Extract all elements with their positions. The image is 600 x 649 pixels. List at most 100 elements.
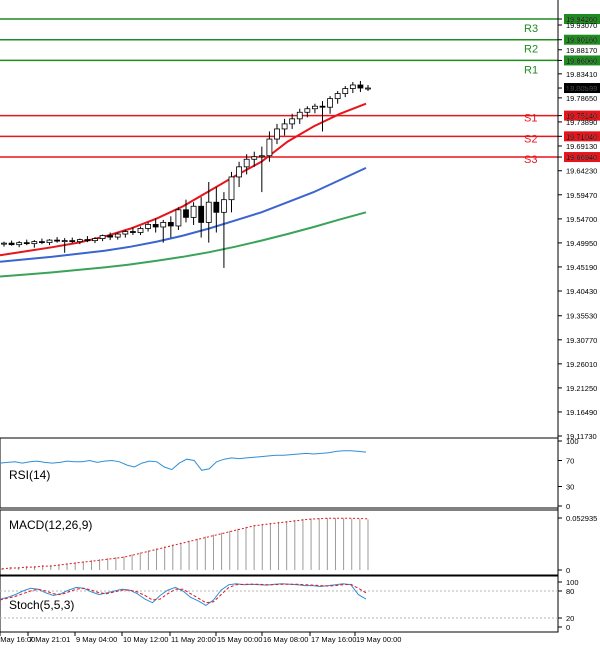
candle-body xyxy=(92,238,98,242)
candle-body xyxy=(221,199,227,213)
rsi-line xyxy=(0,450,367,471)
candle-body xyxy=(357,84,364,89)
time-tick-label: 16 May 08:00 xyxy=(263,635,308,644)
candle-body xyxy=(304,108,311,113)
macd-axis: 0.052935 0 xyxy=(558,514,597,575)
candle-body xyxy=(160,222,167,228)
price-tick-label: 19.30770 xyxy=(566,336,597,345)
time-tick-label: 9 May 04:00 xyxy=(76,635,117,644)
level-label-r1: R1 xyxy=(524,64,538,76)
price-tick-label: 19.11730 xyxy=(566,432,597,441)
stoch-label: Stoch(5,5,3) xyxy=(9,598,74,612)
candle-body xyxy=(251,156,258,160)
candle-body xyxy=(61,240,68,243)
level-label-r3: R3 xyxy=(524,23,538,35)
time-tick-label: 6 May 16:00 xyxy=(0,635,35,644)
level-value-box xyxy=(564,55,600,66)
candle-body xyxy=(334,93,341,100)
price-tick-label: 19.90160 xyxy=(566,36,597,45)
price-tick-label: 19.49950 xyxy=(566,239,597,248)
time-tick-label: 10 May 12:00 xyxy=(123,635,168,644)
candle-body xyxy=(99,235,106,239)
stoch-k-line xyxy=(0,583,367,606)
price-tick-label: 19.86060 xyxy=(566,56,597,65)
price-tick-label: 19.35530 xyxy=(566,312,597,321)
candle-body xyxy=(213,201,220,213)
price-tick-label: 19.16490 xyxy=(566,408,597,417)
candle-body xyxy=(39,241,45,244)
candle-body xyxy=(69,240,76,243)
level-value-box xyxy=(564,131,600,142)
candle-body xyxy=(266,138,273,157)
candle-body xyxy=(319,105,326,108)
time-tick-label: 19 May 00:00 xyxy=(356,635,401,644)
price-tick-label: 19.59470 xyxy=(566,191,597,200)
level-label-s3: S3 xyxy=(524,154,537,166)
price-tick-label: 19.73890 xyxy=(566,118,597,127)
candle-body xyxy=(236,166,242,178)
price-tick-label: 19.71040 xyxy=(566,132,597,141)
candle-body xyxy=(274,128,280,140)
rsi-axis: 100 70 30 0 xyxy=(558,437,579,511)
rsi-label: RSI(14) xyxy=(9,468,50,482)
candle-body xyxy=(205,201,212,223)
candle-body xyxy=(107,235,114,238)
rsi-panel-frame xyxy=(0,437,559,509)
candle-body xyxy=(46,239,53,244)
level-value-box xyxy=(564,152,600,163)
candle-body xyxy=(137,228,144,233)
panel-tick-label: 0.052935 xyxy=(566,514,597,523)
candle-body xyxy=(228,176,235,201)
candle-body xyxy=(312,105,318,110)
moving-averages xyxy=(0,102,367,278)
panel-tick-label: 0 xyxy=(566,502,570,511)
level-value-box xyxy=(564,110,600,121)
level-value: 19.94260 xyxy=(566,15,597,24)
level-value: 19.75140 xyxy=(566,112,597,121)
candle-body xyxy=(8,242,15,246)
macd-panel-frame xyxy=(0,509,559,576)
candle-body xyxy=(349,84,356,89)
candle-body xyxy=(365,87,371,90)
candle-body xyxy=(152,224,159,228)
panel-tick-label: 30 xyxy=(566,483,574,492)
level-label-s2: S2 xyxy=(524,133,537,145)
candle-body xyxy=(84,239,91,242)
price-tick-label: 19.21250 xyxy=(566,384,597,393)
rsi-panel: RSI(14) 100 70 30 0 xyxy=(0,437,579,511)
candlesticks xyxy=(1,80,371,268)
candle-body xyxy=(76,239,83,243)
macd-histogram xyxy=(1,518,369,570)
candle-body xyxy=(243,158,250,168)
candle-body xyxy=(327,98,333,108)
price-tick-label: 19.40430 xyxy=(566,287,597,296)
level-value-box xyxy=(564,14,600,24)
price-tick-label: 19.94260 xyxy=(566,15,597,24)
time-tick-label: 15 May 00:00 xyxy=(217,635,262,644)
last-price-label: 19.80599 xyxy=(566,84,597,93)
level-value: 19.66940 xyxy=(566,153,597,162)
panel-tick-label: 0 xyxy=(566,623,570,632)
ma-fast-line xyxy=(0,102,367,257)
candle-body xyxy=(23,242,30,245)
candle-body xyxy=(296,111,303,120)
candle-body xyxy=(122,231,129,235)
price-tick-label: 19.45190 xyxy=(566,263,597,272)
level-value: 19.86060 xyxy=(566,56,597,65)
price-tick-label: 19.75140 xyxy=(566,112,597,121)
macd-label: MACD(12,26,9) xyxy=(9,518,92,532)
candle-body xyxy=(190,205,197,218)
price-tick-label: 19.78650 xyxy=(566,94,597,103)
candle-body xyxy=(342,88,349,94)
stoch-d-line xyxy=(0,583,367,604)
macd-signal-line xyxy=(1,517,369,570)
price-tick-label: 19.83410 xyxy=(566,70,597,79)
price-tick-label: 19.64230 xyxy=(566,167,597,176)
panel-tick-label: 20 xyxy=(566,614,574,623)
time-tick-label: 11 May 20:00 xyxy=(171,635,216,644)
time-tick-label: 7 May 21:01 xyxy=(29,635,70,644)
